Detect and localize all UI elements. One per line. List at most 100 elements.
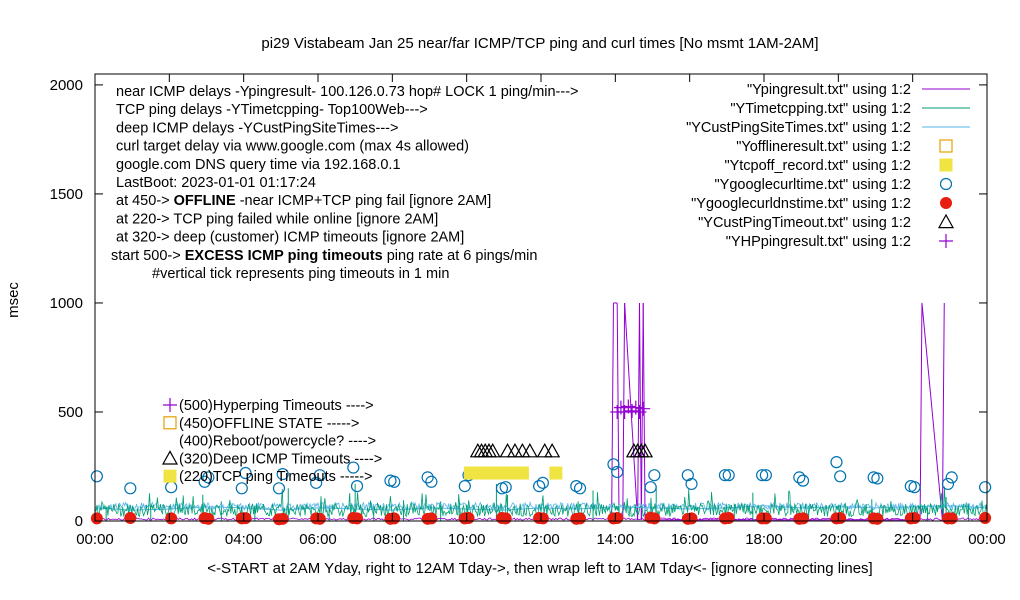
ygooglecurltimetxtusing-point xyxy=(124,482,137,495)
x-tick-label: 00:00 xyxy=(76,531,114,548)
note-prefix: at 450-> xyxy=(116,193,174,209)
y-tick-label: 500 xyxy=(58,404,83,421)
ygooglecurldnstimetxtusing-point xyxy=(239,512,252,525)
ygooglecurldnstimetxtusing-point xyxy=(979,511,992,524)
legend-symbol xyxy=(939,139,953,153)
yhppingresulttxtusing-point xyxy=(617,404,632,419)
ytcpoffrecordtxtusing-point xyxy=(515,466,529,480)
ygooglecurldnstimetxtusing-point xyxy=(611,511,624,524)
x-axis-label: <-START at 2AM Yday, right to 12AM Tday-… xyxy=(207,560,872,577)
ygooglecurltimetxtusing-point xyxy=(458,480,471,493)
legend: "Ypingresult.txt" using 1:2 "YTimetcpping… xyxy=(686,82,970,250)
axes-layer: 00:00 02:00 04:00 06:00 08:00 10:00 12:00 14:00… xyxy=(50,74,1006,548)
note-line: deep ICMP delays -YCustPingSiteTimes---> xyxy=(116,120,398,136)
x-tick-label: 10:00 xyxy=(448,531,486,548)
ygooglecurltimetxtusing-point xyxy=(648,469,661,482)
y-tick-label: 1500 xyxy=(50,186,83,203)
y-tick-label: 2000 xyxy=(50,77,83,94)
legend-label: "Ygooglecurldnstime.txt" using 1:2 xyxy=(691,196,911,212)
ygooglecurltimetxtusing-point xyxy=(830,456,843,469)
ycustpingtimeouttxtusing-point xyxy=(484,442,501,458)
x-tick-label: 08:00 xyxy=(374,531,412,548)
note-line: TCP ping delays -YTimetcpping- Top100Web… xyxy=(116,102,428,118)
note-line: start 500-> EXCESS ICMP ping timeouts pi… xyxy=(111,248,537,264)
ygooglecurltimetxtusing-point xyxy=(681,469,694,482)
note-line: LastBoot: 2023-01-01 01:17:24 xyxy=(116,175,316,191)
ygooglecurltimetxtusing-point xyxy=(90,470,103,483)
note-line: at 320-> deep (customer) ICMP timeouts [… xyxy=(116,230,464,246)
ygooglecurldnstimetxtusing-point xyxy=(202,512,215,525)
ygooglecurldnstimetxtusing-point xyxy=(462,511,475,524)
ygooglecurltimetxtusing-point xyxy=(796,474,810,487)
ygooglecurltimetxtusing-point xyxy=(871,472,884,485)
note-suffix: ping rate at 6 pings/min xyxy=(383,248,538,264)
ygooglecurltimetxtusing-point xyxy=(945,471,958,484)
key-label: (220)TCP ping Timeouts -----> xyxy=(179,469,373,485)
x-tick-label: 22:00 xyxy=(894,531,932,548)
key-label: (320)Deep ICMP Timeouts ----> xyxy=(179,451,382,467)
ygooglecurldnstimetxtusing-point xyxy=(276,512,289,525)
note-bold: EXCESS ICMP ping timeouts xyxy=(185,248,383,264)
legend-label: "YTimetcpping.txt" using 1:2 xyxy=(730,101,911,117)
ygooglecurltimetxtusing-point xyxy=(533,480,546,493)
ygooglecurldnstimetxtusing-point xyxy=(685,512,698,525)
ygooglecurltimetxtusing-point xyxy=(941,477,955,491)
y-tick-label: 1000 xyxy=(50,295,83,312)
ygooglecurltimetxtusing-point xyxy=(793,471,806,484)
ygooglecurltimetxtusing-point xyxy=(313,469,326,482)
note-suffix: -near ICMP+TCP ping fail [ignore 2AM] xyxy=(236,193,492,209)
ygooglecurldnstimetxtusing-point xyxy=(351,512,364,525)
y-tick-label: 0 xyxy=(75,513,83,530)
note-line: at 220-> TCP ping failed while online [i… xyxy=(116,211,438,227)
ygooglecurltimetxtusing-point xyxy=(350,480,364,493)
key-symbol xyxy=(163,398,177,412)
ycustpingtimeouttxtusing-point xyxy=(499,442,516,458)
ygooglecurldnstimetxtusing-point xyxy=(425,512,438,525)
ygooglecurldnstimetxtusing-point xyxy=(574,512,587,525)
key-label: (450)OFFLINE STATE -----> xyxy=(179,416,359,432)
x-tick-label: 12:00 xyxy=(522,531,560,548)
ygooglecurldnstimetxtusing-point xyxy=(945,512,958,525)
ycustpingtimeouttxtusing-point xyxy=(637,442,654,458)
ygooglecurltimetxtusing-point xyxy=(239,466,252,480)
ygooglecurldnstimetxtusing-point xyxy=(90,512,103,525)
ygooglecurldnstimetxtusing-point xyxy=(648,512,661,525)
key-label: (500)Hyperping Timeouts ----> xyxy=(179,398,374,414)
legend-symbol xyxy=(939,177,953,191)
ycustpingtimeouttxtusing-point xyxy=(514,442,531,458)
ygooglecurltimetxtusing-point xyxy=(756,469,769,482)
ycustpingtimeouttxtusing-point xyxy=(506,442,524,458)
legend-label: "YHPpingresult.txt" using 1:2 xyxy=(726,234,911,250)
ygooglecurltimetxtusing-point xyxy=(388,475,401,488)
chart-title: pi29 Vistabeam Jan 25 near/far ICMP/TCP … xyxy=(261,35,818,52)
x-tick-label: 02:00 xyxy=(151,531,189,548)
yhppingresulttxtusing-point xyxy=(632,404,647,419)
ygooglecurltimetxtusing-point xyxy=(722,469,735,482)
ygooglecurltimetxtusing-point xyxy=(272,482,286,495)
note-line: google.com DNS query time via 192.168.0.… xyxy=(116,157,401,173)
x-tick-label: 20:00 xyxy=(820,531,858,548)
key-symbol xyxy=(163,469,177,483)
ycustpingtimeouttxtusing-point xyxy=(536,442,553,458)
yhppingresulttxtusing-point xyxy=(625,403,640,418)
near-icmp-spike xyxy=(921,302,943,520)
ygooglecurltimetxtusing-point xyxy=(235,482,248,495)
legend-label: "Ypingresult.txt" using 1:2 xyxy=(747,82,911,98)
note-line: curl target delay via www.google.com (ma… xyxy=(116,139,469,155)
legend-symbol xyxy=(937,213,955,229)
ygooglecurltimetxtusing-point xyxy=(276,468,289,481)
ygooglecurldnstimetxtusing-point xyxy=(722,511,735,524)
ygooglecurltimetxtusing-point xyxy=(607,458,620,471)
key-symbol xyxy=(163,416,177,430)
ygooglecurltimetxtusing-point xyxy=(202,471,215,484)
ygooglecurltimetxtusing-point xyxy=(165,481,178,494)
ygooglecurltimetxtusing-point xyxy=(834,470,847,483)
note-line: #vertical tick represents ping timeouts … xyxy=(152,266,449,282)
ygooglecurldnstimetxtusing-point xyxy=(388,512,401,525)
ygooglecurldnstimetxtusing-point xyxy=(124,511,137,524)
ygooglecurldnstimetxtusing-point xyxy=(797,512,810,525)
ygooglecurltimetxtusing-point xyxy=(425,475,438,488)
ycustpingtimeouttxtusing-point xyxy=(521,442,538,458)
marker-key: (500)Hyperping Timeouts ----> (450)OFFLIN… xyxy=(161,398,382,485)
